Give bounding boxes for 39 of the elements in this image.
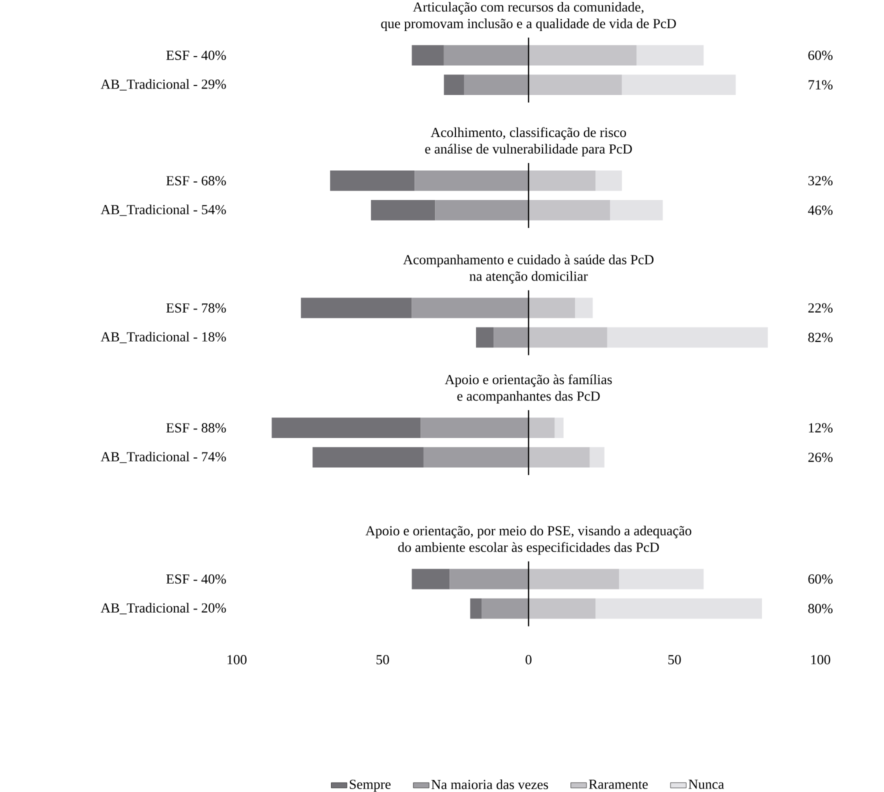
- y-tick-label: AB_Tradicional - 18%: [100, 332, 226, 344]
- legend-label: Na maioria das vezes: [431, 779, 548, 790]
- chart-title: Acolhimento, classificação de risco: [430, 127, 626, 140]
- chart-subtitle: e análise de vulnerabilidade para PcD: [425, 144, 632, 156]
- chart-subtitle: e acompanhantes das PcD: [457, 391, 600, 404]
- y-tick-label: ESF - 40%: [166, 574, 226, 584]
- chart-title: Articulação com recursos da comunidade,: [412, 2, 644, 14]
- y-tick-label: ESF - 78%: [166, 303, 226, 313]
- annotation: 46%: [808, 206, 833, 215]
- x-tick-label: 100: [228, 655, 247, 664]
- y-tick-label: AB_Tradicional - 54%: [100, 204, 226, 216]
- chart-title: Acompanhamento e cuidado à saúde das PcD: [403, 254, 654, 268]
- chart-subtitle: do ambiente escolar às especificidades das PcD: [398, 542, 659, 555]
- legend-label: Raramente: [588, 780, 648, 789]
- annotation: 80%: [808, 604, 833, 614]
- x-tick-label: 50: [376, 655, 389, 664]
- annotation: 32%: [808, 176, 833, 186]
- x-tick-label: 50: [668, 655, 681, 664]
- y-tick-label: AB_Tradicional - 20%: [100, 602, 226, 614]
- chart-title: Apoio e orientação às famílias: [444, 374, 612, 387]
- y-tick-label: AB_Tradicional - 74%: [100, 452, 226, 463]
- legend-label: Sempre: [350, 780, 391, 792]
- annotation: 26%: [808, 452, 833, 462]
- annotation: 12%: [808, 423, 833, 433]
- annotation: 60%: [808, 50, 833, 60]
- legend-label: Nunca: [688, 780, 724, 789]
- chart-title: Apoio e orientação, por meio do PSE, visando a adequação: [365, 526, 692, 538]
- y-tick-label: AB_Tradicional - 29%: [100, 79, 226, 90]
- annotation: 22%: [808, 303, 833, 313]
- x-tick-label: 0: [526, 655, 532, 664]
- y-tick-label: ESF - 40%: [166, 50, 226, 60]
- y-tick-label: ESF - 88%: [166, 423, 226, 433]
- annotation: 60%: [808, 574, 833, 584]
- annotation: 71%: [808, 80, 833, 90]
- chart-subtitle: na atenção domiciliar: [470, 271, 588, 284]
- x-tick-label: 100: [811, 655, 830, 664]
- annotation: 82%: [808, 332, 833, 342]
- chart-subtitle: que promovam inclusão e a qualidade de vida de PcD: [381, 18, 676, 32]
- y-tick-label: ESF - 68%: [166, 176, 226, 186]
